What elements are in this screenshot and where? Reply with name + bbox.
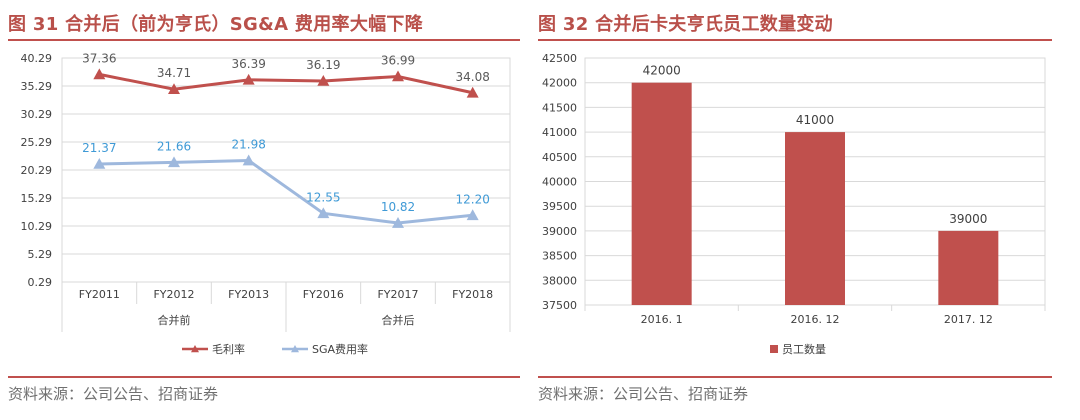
series-line <box>99 159 473 225</box>
legend-label: 员工数量 <box>782 343 826 356</box>
y-tick-label: 15.29 <box>21 192 53 205</box>
data-point <box>317 207 330 219</box>
y-tick-label: 5.29 <box>28 248 53 261</box>
source-divider <box>538 376 1052 378</box>
figure-32-source: 资料来源：公司公告、招商证券 <box>538 385 749 403</box>
title-divider <box>8 39 520 41</box>
y-tick-label: 35.29 <box>21 80 53 93</box>
data-point <box>317 74 330 86</box>
legend-label: SGA费用率 <box>312 342 368 356</box>
data-point <box>242 154 255 166</box>
source-divider <box>8 376 520 378</box>
data-point <box>93 68 106 80</box>
title-divider <box>538 39 1052 41</box>
data-point <box>242 73 255 85</box>
data-label: 12.55 <box>306 190 340 204</box>
data-label: 12.20 <box>455 192 489 206</box>
data-point <box>466 209 479 221</box>
x-tick-label: FY2016 <box>303 288 344 301</box>
x-tick-label: FY2011 <box>79 288 120 301</box>
line-chart: 0.29 5.29 10.29 15.29 20.29 25.29 30.29 35.29 40… <box>21 51 511 356</box>
data-label: 36.99 <box>381 53 415 67</box>
y-tick-label: 20.29 <box>21 164 53 177</box>
y-tick-label: 38500 <box>542 250 577 263</box>
figure-31-panel: 图 31 合并后（前为亨氏）SG&A 费用率大幅下降 0.29 5.29 10.29… <box>0 0 528 420</box>
data-label: 34.08 <box>455 70 489 84</box>
data-point <box>168 83 180 95</box>
x-tick-label: FY2012 <box>153 288 194 301</box>
data-label: 21.98 <box>231 138 265 152</box>
y-tick-label: 25.29 <box>21 136 53 149</box>
y-tick-label: 38000 <box>542 274 577 287</box>
data-point <box>168 156 180 168</box>
legend-swatch <box>770 345 778 353</box>
group-label: 合并前 <box>158 313 191 327</box>
figure-31-title: 图 31 合并后（前为亨氏）SG&A 费用率大幅下降 <box>8 14 424 35</box>
figure-32-panel: 图 32 合并后卡夫亨氏员工数量变动 37500 38000 38500 39000 3… <box>530 0 1080 420</box>
data-label: 41000 <box>796 113 834 127</box>
y-tick-label: 40.29 <box>21 52 53 65</box>
bar <box>785 132 845 305</box>
data-label: 36.39 <box>231 57 265 71</box>
data-label: 36.19 <box>306 58 340 72</box>
x-tick-label: 2016. 1 <box>641 313 683 326</box>
y-tick-label: 41500 <box>542 101 577 114</box>
y-tick-label: 42000 <box>542 77 577 90</box>
figure-31-source: 资料来源：公司公告、招商证券 <box>8 385 219 403</box>
y-tick-label: 40500 <box>542 151 577 164</box>
y-tick-label: 40000 <box>542 176 577 189</box>
group-label: 合并后 <box>382 313 415 327</box>
x-tick-label: FY2018 <box>452 288 493 301</box>
y-tick-label: 41000 <box>542 126 577 139</box>
data-label: 34.71 <box>157 66 191 80</box>
data-label: 37.36 <box>82 51 116 65</box>
y-tick-label: 42500 <box>542 52 577 65</box>
y-tick-label: 10.29 <box>21 220 53 233</box>
x-tick-label: FY2017 <box>377 288 418 301</box>
y-tick-label: 30.29 <box>21 108 53 121</box>
x-tick-label: FY2013 <box>228 288 269 301</box>
legend-label: 毛利率 <box>212 342 245 356</box>
y-tick-label: 39000 <box>542 225 577 238</box>
data-point <box>392 70 404 82</box>
x-tick-label: 2016. 12 <box>791 313 840 326</box>
y-tick-label: 37500 <box>542 299 577 312</box>
series-line <box>99 72 473 95</box>
y-tick-label: 39500 <box>542 200 577 213</box>
figure-32-title: 图 32 合并后卡夫亨氏员工数量变动 <box>538 14 833 35</box>
data-point <box>466 86 479 98</box>
data-point <box>93 157 106 169</box>
legend-marker <box>191 345 199 353</box>
data-label: 21.66 <box>157 139 191 153</box>
data-label: 39000 <box>949 212 987 226</box>
legend-marker <box>291 345 299 353</box>
bar <box>631 82 692 305</box>
data-label: 21.37 <box>82 141 116 155</box>
y-tick-label: 0.29 <box>28 276 53 289</box>
data-label: 10.82 <box>381 200 415 214</box>
bar <box>938 230 999 305</box>
bar-chart: 37500 38000 38500 39000 39500 40000 40500 41000… <box>542 52 1046 356</box>
x-tick-label: 2017. 12 <box>944 313 993 326</box>
data-label: 42000 <box>643 64 681 78</box>
data-point <box>392 217 404 228</box>
